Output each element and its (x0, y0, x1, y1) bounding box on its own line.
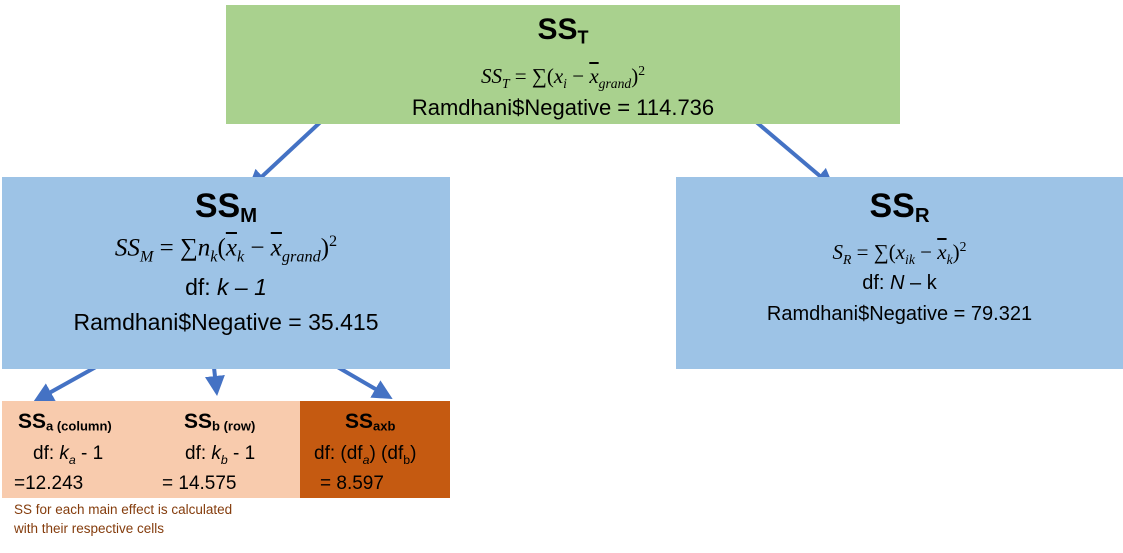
ssm-title-sub: M (240, 205, 258, 228)
note-line-1: SS for each main effect is calculated (14, 502, 233, 517)
ssa-title-main: SS (18, 410, 47, 433)
sst-value: Ramdhani$Negative = 114.736 (411, 95, 715, 120)
ssr-df-prefix: df: (862, 272, 891, 294)
arrow-sst-to-ssr (746, 113, 835, 189)
ssab-df-mid: ) (df (369, 443, 404, 464)
ssb-df-k-sub: b (220, 452, 228, 467)
ssab-df-b-sub: b (403, 452, 411, 467)
sst-title-main: SS (537, 13, 578, 46)
ssb-value: = 14.575 (162, 473, 237, 494)
sst-box: SST SST = ∑(xi − xgrand)2 Ramdhani$Negat… (226, 5, 900, 124)
ssm-df-prefix: df: (185, 274, 218, 300)
note-line-2: with their respective cells (14, 521, 165, 536)
ssm-df-expr: k – 1 (217, 274, 267, 300)
ssab-df-end: ) (410, 443, 417, 464)
ssr-title-sub: R (914, 205, 930, 228)
ssab-title-sub: axb (373, 418, 396, 434)
ssm-title-main: SS (194, 187, 241, 225)
ssab-df-a-sub: a (362, 452, 370, 467)
ssa-value: =12.243 (14, 473, 84, 494)
arrow-sst-to-ssm (247, 113, 330, 190)
ssr-df-rest: – k (904, 272, 937, 294)
ssm-df: df: k – 1 (2, 274, 450, 301)
ssa-title-sub: a (column) (46, 418, 112, 434)
ssab-title-main: SS (345, 410, 374, 433)
ssab-title: SSaxb (345, 410, 395, 434)
ssr-formula: SR = ∑(xik − xk)2 (832, 239, 967, 268)
ssa-df-rest: - 1 (75, 443, 104, 464)
main-effects-box (2, 401, 300, 498)
ssb-df-rest: - 1 (227, 443, 256, 464)
ssr-box: SSR SR = ∑(xik − xk)2 df: N – k Ramdhani… (676, 177, 1123, 369)
ssa-df-prefix: df: (33, 443, 60, 464)
ssb-df-k: k (211, 443, 221, 464)
ssb-title-main: SS (184, 410, 213, 433)
ssr-title-main: SS (869, 187, 915, 225)
ssab-df-prefix: df: (df (314, 443, 363, 464)
ssa-df-k: k (59, 443, 69, 464)
ssa-title: SSa (column) (18, 410, 112, 434)
ssb-df: df: kb - 1 (185, 443, 255, 467)
ssm-box: SSM SSM = ∑nk(xk − xgrand)2 df: k – 1 Ra… (2, 177, 450, 369)
ssb-df-prefix: df: (185, 443, 212, 464)
ssab-df: df: (dfa) (dfb) (314, 443, 416, 467)
ssb-title: SSb (row) (184, 410, 255, 434)
ssm-title: SSM (2, 187, 450, 228)
ssm-formula: SSM = ∑nk(xk − xgrand)2 (114, 232, 338, 266)
ssr-value: Ramdhani$Negative = 79.321 (766, 303, 1033, 325)
ssm-value: Ramdhani$Negative = 35.415 (73, 309, 379, 335)
ssr-df-n: N (890, 272, 905, 294)
ssr-title: SSR (676, 187, 1123, 228)
ssr-df: df: N – k (676, 272, 1123, 295)
interaction-box (300, 401, 450, 498)
ssab-value: = 8.597 (320, 473, 384, 494)
sst-title: SST (226, 13, 900, 49)
ssb-title-sub: b (row) (212, 418, 256, 434)
ssa-df: df: ka - 1 (33, 443, 103, 467)
sst-formula: SST = ∑(xi − xgrand)2 (480, 63, 646, 92)
sst-title-sub: T (577, 27, 589, 48)
main-effects-note: SS for each main effect is calculated wi… (14, 500, 232, 538)
ssa-df-k-sub: a (68, 452, 76, 467)
